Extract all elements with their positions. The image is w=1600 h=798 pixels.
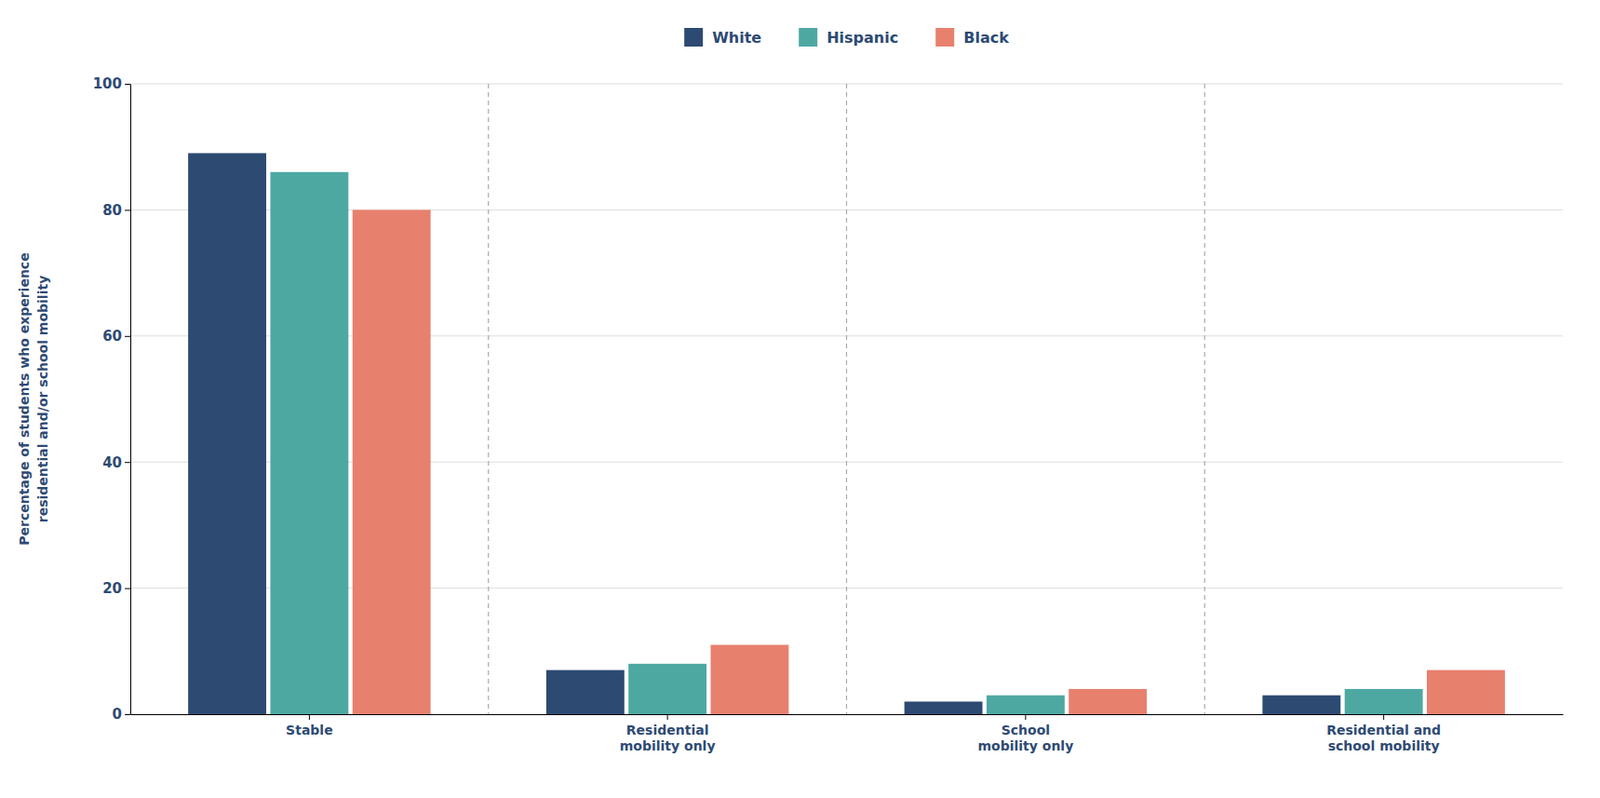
- y-tick-mark: [124, 336, 131, 337]
- bar: [269, 172, 349, 714]
- group-separator: [1204, 83, 1206, 714]
- group-separator: [846, 83, 848, 714]
- bar: [710, 645, 789, 714]
- x-tick-label: Schoolmobility only: [977, 722, 1074, 754]
- y-axis-title: Percentage of students who experienceres…: [16, 252, 51, 545]
- legend-item: Hispanic: [798, 27, 899, 47]
- group-separator: [487, 83, 489, 714]
- legend-item: Black: [935, 27, 1009, 47]
- y-tick-mark: [124, 461, 131, 463]
- x-tick: Residential andschool mobility: [1326, 713, 1441, 753]
- bar: [628, 663, 707, 714]
- x-tick-label: Stable: [285, 722, 334, 738]
- bars: [188, 152, 1506, 714]
- legend-label: Black: [963, 28, 1009, 47]
- y-tick-label: 60: [102, 327, 122, 345]
- y-tick-label: 80: [102, 201, 122, 219]
- chart: 0 20 40 60 80 100 Stable Residentialmobility on…: [0, 0, 1600, 798]
- y-tick: 0: [112, 705, 131, 723]
- bar: [1344, 688, 1424, 714]
- x-tick-label: Residentialmobility only: [619, 722, 716, 754]
- y-tick: 80: [102, 201, 131, 219]
- bar: [1426, 670, 1506, 714]
- y-tick-label: 0: [112, 705, 122, 723]
- x-tick: Stable: [285, 713, 334, 738]
- group-separators: [488, 83, 1206, 714]
- bar: [1262, 695, 1341, 714]
- legend-label: Hispanic: [826, 28, 899, 47]
- x-axis-line: [131, 713, 1564, 715]
- bar: [188, 152, 267, 714]
- y-tick: 40: [102, 454, 131, 471]
- legend-swatch: [935, 27, 955, 47]
- legend-item: White: [684, 27, 762, 47]
- bar-series: [352, 209, 1506, 714]
- bar-series: [188, 152, 1341, 714]
- x-tick-mark: [1383, 713, 1385, 720]
- x-tick: Residentialmobility only: [619, 713, 716, 753]
- plot: 0 20 40 60 80 100 Stable Residentialmobility on…: [93, 75, 1564, 753]
- bar: [986, 695, 1065, 714]
- bar: [352, 209, 431, 714]
- grid: [130, 83, 1563, 714]
- y-tick: 20: [102, 579, 131, 597]
- x-tick-mark: [309, 713, 310, 720]
- x-tick-label: Residential andschool mobility: [1326, 722, 1441, 754]
- y-tick: 100: [93, 75, 131, 93]
- legend: White Hispanic Black: [684, 27, 1009, 47]
- y-axis-line: [130, 84, 132, 715]
- y-tick-label: 40: [102, 454, 122, 471]
- legend-swatch: [684, 27, 703, 47]
- y-tick-label: 100: [93, 75, 122, 93]
- y-tick-mark: [124, 588, 131, 590]
- y-tick: 60: [102, 327, 131, 345]
- legend-label: White: [712, 28, 762, 47]
- bar: [1068, 688, 1147, 714]
- x-tick-mark: [667, 713, 669, 720]
- bar: [546, 670, 625, 714]
- x-tick-mark: [1024, 713, 1026, 720]
- bar-series: [269, 172, 1423, 714]
- bar: [904, 700, 983, 714]
- x-tick: Schoolmobility only: [977, 713, 1074, 753]
- legend-swatch: [798, 27, 818, 47]
- y-tick-label: 20: [102, 579, 122, 597]
- y-axis: 0 20 40 60 80 100: [93, 75, 132, 723]
- y-tick-mark: [124, 83, 131, 85]
- x-axis: Stable Residentialmobility only Schoolmobi…: [131, 713, 1564, 753]
- y-tick-mark: [124, 713, 131, 715]
- y-tick-mark: [124, 209, 131, 211]
